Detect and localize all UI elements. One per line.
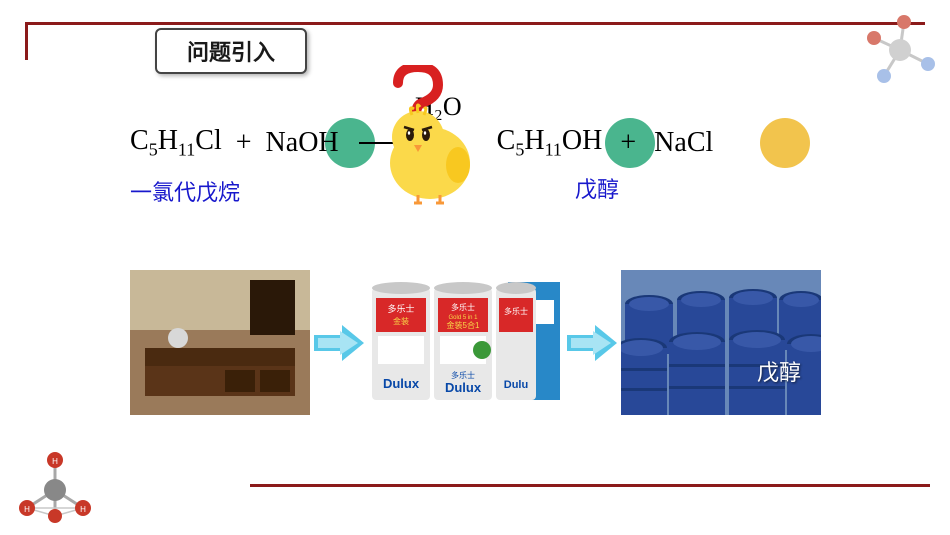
svg-text:H: H	[80, 505, 86, 514]
title-text: 问题引入	[187, 40, 275, 65]
svg-text:多乐士: 多乐士	[451, 370, 475, 380]
svg-text:金装5合1: 金装5合1	[447, 320, 480, 330]
svg-text:多乐士: 多乐士	[504, 306, 528, 316]
svg-text:Dulux: Dulux	[445, 380, 482, 395]
plus-1: +	[236, 127, 252, 159]
arrow-1-icon	[310, 323, 368, 363]
highlight-circle-cl-right	[760, 118, 810, 168]
svg-text:多乐士: 多乐士	[387, 303, 414, 314]
left-border-segment	[25, 22, 28, 60]
product1: C5H11OH	[497, 125, 603, 161]
bottom-border-line	[250, 484, 930, 487]
molecule-tr-icon	[850, 10, 940, 95]
svg-text:Dulux: Dulux	[383, 376, 420, 391]
product-label: 戊醇	[575, 172, 619, 204]
arrow-2-icon	[563, 323, 621, 363]
image-row: 多乐士 金装 Dulux 多乐士 Gold 5 in 1 金装5合1 多乐士 D…	[130, 270, 821, 415]
svg-text:H: H	[52, 457, 58, 466]
furniture-image	[130, 270, 310, 415]
reactant1: C5H11Cl	[130, 125, 222, 161]
reactant2: NaOH	[266, 127, 339, 159]
product2: NaCl	[654, 127, 713, 159]
svg-text:金装: 金装	[393, 316, 409, 326]
barrel-label: 戊醇	[757, 355, 801, 387]
reactant-label: 一氯代戊烷	[130, 175, 240, 207]
svg-text:Dulu: Dulu	[504, 379, 528, 391]
plus-2: +	[620, 127, 636, 159]
molecule-bl-icon: H H H	[15, 450, 95, 525]
paint-cans-image: 多乐士 金装 Dulux 多乐士 Gold 5 in 1 金装5合1 多乐士 D…	[368, 270, 563, 415]
chick-icon	[370, 65, 485, 205]
title-box: 问题引入	[155, 28, 307, 74]
svg-text:H: H	[24, 505, 30, 514]
barrels-image: 戊醇	[621, 270, 821, 415]
top-border-line	[25, 22, 925, 25]
svg-text:多乐士: 多乐士	[451, 302, 475, 312]
